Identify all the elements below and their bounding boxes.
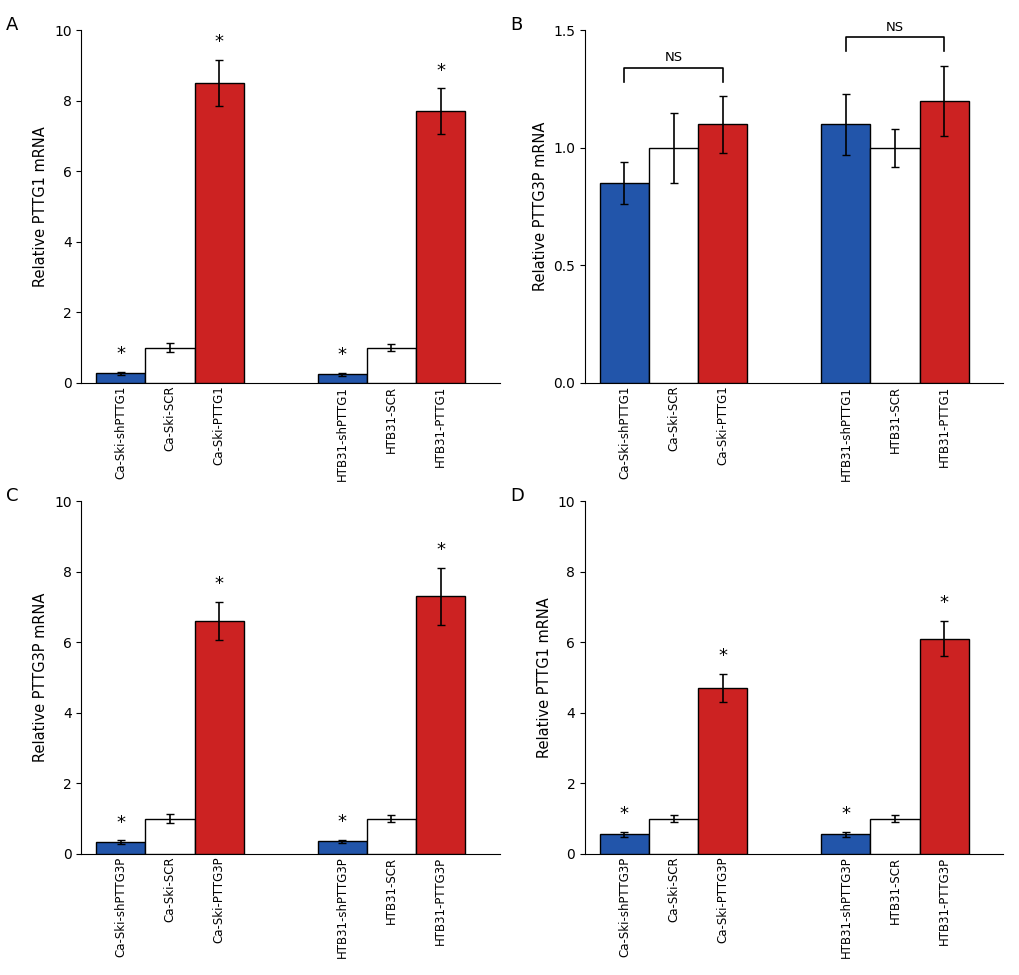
Bar (599, 183, 648, 383)
Bar (317, 841, 367, 854)
Y-axis label: Relative PTTG3P mRNA: Relative PTTG3P mRNA (532, 122, 547, 292)
Bar (648, 148, 698, 383)
Bar (145, 819, 195, 854)
Text: *: * (620, 805, 629, 823)
Bar (820, 835, 869, 854)
Text: *: * (435, 61, 444, 80)
Text: *: * (116, 813, 125, 832)
Text: B: B (510, 17, 522, 34)
Y-axis label: Relative PTTG1 mRNA: Relative PTTG1 mRNA (34, 126, 48, 287)
Y-axis label: Relative PTTG3P mRNA: Relative PTTG3P mRNA (34, 593, 48, 762)
Text: C: C (6, 488, 18, 505)
Text: *: * (214, 33, 223, 52)
Bar (919, 100, 968, 383)
Text: *: * (938, 594, 948, 612)
Bar (919, 639, 968, 854)
Bar (869, 148, 919, 383)
Bar (367, 348, 416, 383)
Bar (317, 374, 367, 383)
Y-axis label: Relative PTTG1 mRNA: Relative PTTG1 mRNA (537, 597, 551, 758)
Text: *: * (214, 575, 223, 593)
Bar (195, 83, 244, 383)
Bar (96, 373, 145, 383)
Bar (416, 111, 465, 383)
Bar (367, 819, 416, 854)
Bar (96, 842, 145, 854)
Text: *: * (841, 805, 850, 823)
Bar (599, 835, 648, 854)
Text: *: * (337, 813, 346, 831)
Text: *: * (116, 345, 125, 364)
Bar (416, 597, 465, 854)
Text: NS: NS (664, 52, 682, 64)
Text: D: D (510, 488, 523, 505)
Bar (698, 688, 747, 854)
Bar (145, 348, 195, 383)
Bar (648, 819, 698, 854)
Text: *: * (435, 541, 444, 560)
Text: *: * (717, 647, 727, 665)
Bar (195, 621, 244, 854)
Text: NS: NS (886, 20, 903, 34)
Text: *: * (337, 346, 346, 364)
Text: A: A (6, 17, 18, 34)
Bar (698, 125, 747, 383)
Bar (869, 819, 919, 854)
Bar (820, 125, 869, 383)
